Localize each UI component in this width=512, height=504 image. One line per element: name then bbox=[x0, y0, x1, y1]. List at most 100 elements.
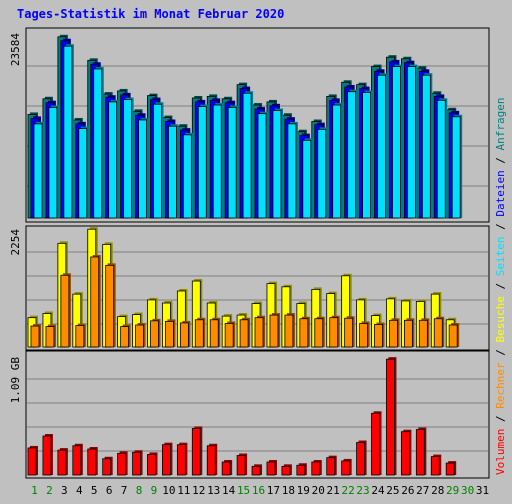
bar-volume-10 bbox=[162, 444, 171, 476]
bar-pages-3 bbox=[63, 45, 73, 219]
bar-hosts-27 bbox=[418, 319, 428, 348]
bar-pages-24 bbox=[377, 74, 386, 219]
x-tick-labels: 1 2 3 4 5 6 7 8 9 10 11 12 13 14 15 16 17 18 19 20 21 22 23 24 2… bbox=[31, 484, 489, 497]
bar-hosts-28 bbox=[433, 318, 443, 348]
bar-hosts-8 bbox=[135, 324, 144, 348]
y-tick-labels: 23584 2254 1.09 GB bbox=[9, 33, 22, 404]
x-tick-day-28: 28 bbox=[431, 484, 444, 497]
bar-volume-29 bbox=[445, 462, 455, 476]
bar-volume-1 bbox=[27, 447, 37, 476]
bar-volume-22 bbox=[341, 460, 351, 476]
x-tick-day-10: 10 bbox=[162, 484, 175, 497]
x-tick-day-3: 3 bbox=[61, 484, 68, 497]
x-tick-day-20: 20 bbox=[312, 484, 325, 497]
bar-pages-25 bbox=[392, 66, 401, 219]
bar-volume-12 bbox=[191, 428, 201, 476]
legend-item-pages: Seiten bbox=[494, 237, 507, 277]
legend-separator: / bbox=[494, 150, 507, 170]
bar-pages-13 bbox=[212, 104, 222, 219]
bar-pages-16 bbox=[257, 113, 267, 219]
bar-pages-20 bbox=[317, 128, 327, 219]
legend-item-requests: Anfragen bbox=[494, 97, 507, 150]
bar-hosts-12 bbox=[194, 319, 204, 348]
x-tick-day-17: 17 bbox=[267, 484, 280, 497]
x-tick-day-24: 24 bbox=[371, 484, 385, 497]
bar-pages-5 bbox=[93, 68, 103, 219]
bar-pages-7 bbox=[123, 99, 133, 219]
bar-volume-5 bbox=[87, 448, 97, 476]
legend-item-visits: Besuche bbox=[494, 296, 507, 342]
bar-volume-3 bbox=[57, 449, 67, 476]
x-tick-day-29: 29 bbox=[446, 484, 459, 497]
bar-hosts-1 bbox=[30, 325, 40, 348]
bar-hosts-14 bbox=[224, 323, 234, 348]
bar-pages-26 bbox=[406, 66, 416, 219]
bar-hosts-17 bbox=[269, 314, 279, 348]
bar-volume-13 bbox=[206, 445, 216, 476]
x-tick-day-2: 2 bbox=[46, 484, 53, 497]
panel-frames bbox=[25, 27, 490, 479]
bar-hosts-3 bbox=[60, 274, 70, 348]
bar-volume-28 bbox=[430, 456, 440, 476]
bar-pages-11 bbox=[182, 134, 192, 219]
bar-volume-4 bbox=[72, 445, 82, 476]
x-tick-day-8: 8 bbox=[136, 484, 143, 497]
bar-volume-18 bbox=[281, 465, 291, 476]
x-tick-day-30: 30 bbox=[461, 484, 474, 497]
bar-volume-2 bbox=[42, 435, 52, 476]
bar-volume-19 bbox=[296, 464, 306, 476]
bar-volume-6 bbox=[102, 458, 112, 476]
panel-frame-visits bbox=[25, 225, 490, 351]
bar-volume-7 bbox=[117, 452, 127, 476]
legend-separator: / bbox=[494, 409, 507, 429]
bar-pages-12 bbox=[197, 106, 207, 219]
bar-volume-15 bbox=[236, 455, 246, 476]
bar-pages-6 bbox=[108, 101, 118, 219]
legend: Volumen / Rechner / Besuche / Seiten / D… bbox=[494, 97, 507, 475]
bar-hosts-26 bbox=[403, 319, 413, 348]
bar-hosts-11 bbox=[179, 322, 189, 348]
x-tick-day-11: 11 bbox=[177, 484, 190, 497]
bar-pages-4 bbox=[78, 128, 88, 219]
panel-frame-requests bbox=[25, 27, 490, 223]
bar-pages-2 bbox=[48, 106, 58, 219]
legend-item-volume: Volumen bbox=[494, 429, 507, 475]
legend-separator: / bbox=[494, 276, 507, 296]
x-tick-day-12: 12 bbox=[192, 484, 205, 497]
bar-hosts-13 bbox=[209, 319, 219, 348]
bar-pages-23 bbox=[362, 92, 371, 219]
bar-volume-21 bbox=[326, 457, 336, 476]
bar-volume-16 bbox=[251, 465, 261, 476]
bar-hosts-7 bbox=[120, 326, 130, 348]
bar-hosts-20 bbox=[314, 318, 324, 348]
x-tick-day-21: 21 bbox=[327, 484, 340, 497]
x-tick-day-31: 31 bbox=[476, 484, 489, 497]
bar-hosts-19 bbox=[299, 318, 309, 348]
bar-pages-18 bbox=[287, 123, 297, 219]
bar-pages-27 bbox=[421, 74, 431, 219]
legend-separator: / bbox=[494, 343, 507, 363]
bar-hosts-21 bbox=[329, 317, 339, 348]
bar-pages-10 bbox=[168, 125, 177, 219]
bar-pages-15 bbox=[242, 92, 252, 219]
x-tick-day-5: 5 bbox=[91, 484, 98, 497]
bar-hosts-5 bbox=[90, 256, 100, 348]
bar-pages-17 bbox=[272, 110, 282, 219]
bar-volume-24 bbox=[371, 412, 380, 476]
bar-pages-29 bbox=[451, 116, 461, 219]
bar-pages-1 bbox=[33, 123, 43, 219]
x-tick-day-1: 1 bbox=[31, 484, 38, 497]
x-tick-day-18: 18 bbox=[282, 484, 295, 497]
bar-hosts-22 bbox=[344, 317, 354, 348]
bar-volume-14 bbox=[221, 461, 231, 476]
x-tick-day-6: 6 bbox=[106, 484, 113, 497]
panel-frame-volume bbox=[25, 350, 490, 479]
y-tick-label-volume: 1.09 GB bbox=[9, 357, 22, 404]
x-tick-day-27: 27 bbox=[416, 484, 429, 497]
bar-volume-20 bbox=[311, 461, 321, 476]
bar-hosts-23 bbox=[359, 323, 368, 348]
bar-pages-9 bbox=[153, 103, 162, 219]
x-tick-day-15: 15 bbox=[237, 484, 250, 497]
